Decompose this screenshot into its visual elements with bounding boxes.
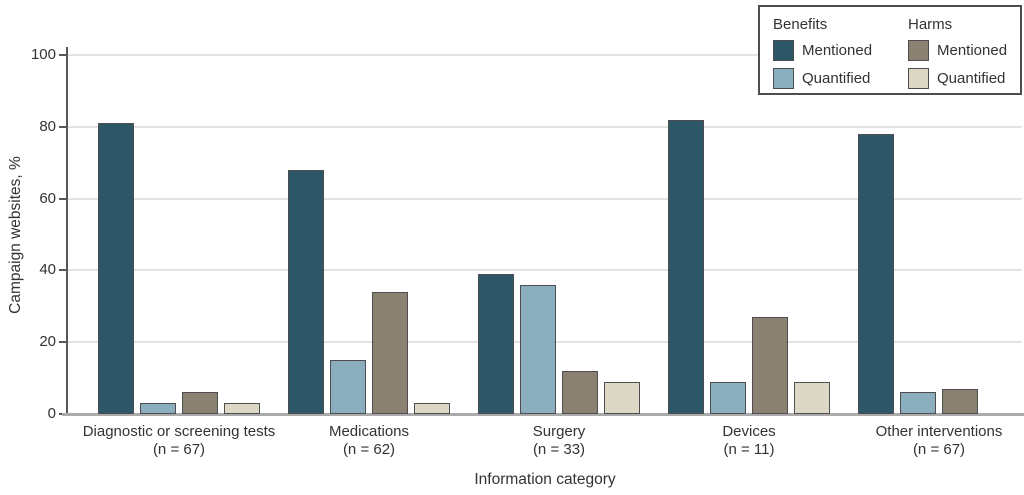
legend-label-harms-quantified: Quantified <box>937 70 1006 87</box>
plot-area <box>62 47 1024 416</box>
legend-item-benefits-quantified: Quantified <box>773 68 872 89</box>
bar-benefits-mentioned-group-5 <box>858 133 894 414</box>
x-axis-baseline <box>62 413 1024 416</box>
bar-benefits-quantified-group-2 <box>330 360 366 414</box>
y-tick-label-80: 80 <box>39 117 56 135</box>
bar-harms-mentioned-group-5 <box>942 388 978 414</box>
y-tick-mark-100 <box>59 54 67 56</box>
category-n-count: (n = 67) <box>152 441 206 458</box>
bar-harms-quantified-group-1 <box>224 403 260 414</box>
benefits-quantified-swatch-icon <box>773 68 794 89</box>
y-tick-label-40: 40 <box>39 261 56 279</box>
y-axis-title: Campaign websites, % <box>7 156 24 314</box>
bar-benefits-quantified-group-1 <box>140 403 176 414</box>
bar-harms-quantified-group-4 <box>794 381 830 414</box>
bar-benefits-quantified-group-4 <box>710 381 746 414</box>
category-name: Diagnostic or screening tests <box>82 423 276 440</box>
legend: Benefits Mentioned Quantified Harms Ment… <box>758 5 1022 95</box>
bar-harms-mentioned-group-2 <box>372 291 408 414</box>
y-tick-mark-20 <box>59 341 67 344</box>
category-n-count: (n = 11) <box>723 441 775 458</box>
category-n-count: (n = 33) <box>532 441 586 458</box>
bar-harms-quantified-group-2 <box>414 403 450 414</box>
bar-harms-mentioned-group-4 <box>752 317 788 414</box>
category-n-count: (n = 67) <box>912 441 966 458</box>
category-label-5: Other interventions (n = 67) <box>829 423 1024 459</box>
bar-harms-quantified-group-3 <box>604 381 640 414</box>
x-axis-title: Information category <box>474 471 616 488</box>
category-label-3: Surgery (n = 33) <box>449 423 669 459</box>
y-tick-mark-80 <box>59 125 67 128</box>
legend-column-benefits: Benefits Mentioned Quantified <box>773 7 872 89</box>
gridline-60 <box>68 197 1022 200</box>
category-name: Surgery <box>532 423 586 440</box>
gridline-80 <box>68 125 1022 128</box>
category-n-count: (n = 62) <box>342 441 396 458</box>
legend-item-benefits-mentioned: Mentioned <box>773 40 872 61</box>
category-label-4: Devices (n = 11) <box>639 423 859 459</box>
category-label-1: Diagnostic or screening tests (n = 67) <box>69 423 289 459</box>
bar-benefits-mentioned-group-3 <box>478 274 514 414</box>
y-tick-label-20: 20 <box>39 333 56 351</box>
harms-mentioned-swatch-icon <box>908 40 929 61</box>
legend-label-benefits-mentioned: Mentioned <box>802 42 873 59</box>
category-name: Medications <box>328 423 410 440</box>
gridline-40 <box>68 269 1022 272</box>
legend-label-benefits-quantified: Quantified <box>802 70 871 87</box>
bar-harms-mentioned-group-1 <box>182 392 218 414</box>
category-label-2: Medications (n = 62) <box>259 423 479 459</box>
bar-benefits-quantified-group-5 <box>900 392 936 414</box>
gridline-100 <box>68 54 1022 56</box>
category-name: Devices <box>722 423 776 440</box>
bar-benefits-mentioned-group-2 <box>288 169 324 414</box>
legend-item-harms-mentioned: Mentioned <box>908 40 1007 61</box>
legend-label-harms-mentioned: Mentioned <box>937 42 1008 59</box>
y-tick-mark-60 <box>59 197 67 200</box>
bar-harms-mentioned-group-3 <box>562 370 598 414</box>
y-axis-line <box>66 47 68 414</box>
legend-column-harms: Harms Mentioned Quantified <box>908 7 1007 89</box>
y-tick-label-0: 0 <box>47 405 56 422</box>
y-tick-mark-40 <box>59 269 67 272</box>
bar-benefits-mentioned-group-1 <box>98 123 134 414</box>
legend-item-harms-quantified: Quantified <box>908 68 1007 89</box>
category-name: Other interventions <box>875 423 1003 440</box>
harms-quantified-swatch-icon <box>908 68 929 89</box>
legend-header-benefits: Benefits <box>773 16 828 33</box>
benefits-mentioned-swatch-icon <box>773 40 794 61</box>
bar-benefits-quantified-group-3 <box>520 284 556 414</box>
legend-header-harms: Harms <box>908 16 953 33</box>
y-tick-label-100: 100 <box>30 46 56 63</box>
y-tick-label-60: 60 <box>39 189 56 207</box>
bar-benefits-mentioned-group-4 <box>668 119 704 414</box>
